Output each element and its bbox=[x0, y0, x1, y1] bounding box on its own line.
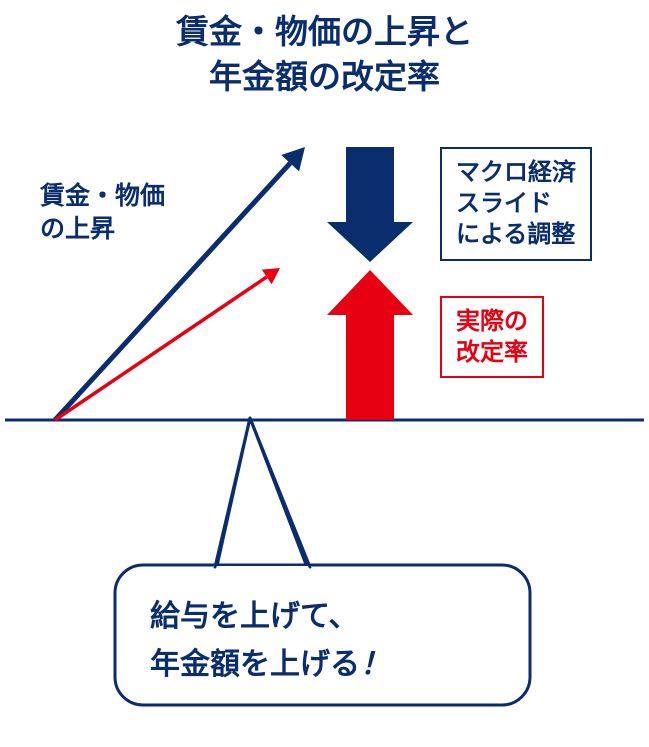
callout-text: 給与を上げて、 年金額を上げる！ bbox=[150, 593, 390, 689]
actual-line1: 実際の bbox=[456, 308, 528, 335]
callout-line1: 給与を上げて、 bbox=[150, 600, 359, 633]
actual-line2: 改定率 bbox=[456, 339, 528, 366]
macro-line3: による調整 bbox=[456, 221, 575, 248]
actual-arrow-head bbox=[262, 268, 280, 284]
actual-up-arrow bbox=[327, 270, 413, 420]
macro-slide-box: マクロ経済 スライド による調整 bbox=[440, 147, 592, 261]
title-line1: 賃金・物価の上昇と bbox=[176, 13, 473, 50]
wage-price-label: 賃金・物価 の上昇 bbox=[40, 180, 165, 245]
actual-rate-box: 実際の 改定率 bbox=[440, 296, 544, 378]
callout-join-mask bbox=[213, 566, 312, 573]
wage-label-line1: 賃金・物価 bbox=[40, 182, 165, 210]
callout-tail bbox=[215, 418, 310, 575]
macro-down-arrow bbox=[327, 147, 413, 262]
callout-exclaim: ！ bbox=[360, 648, 390, 681]
macro-line1: マクロ経済 bbox=[456, 159, 576, 186]
wage-label-line2: の上昇 bbox=[40, 215, 115, 243]
actual-arrow-line bbox=[55, 277, 267, 420]
title-line2: 年金額の改定率 bbox=[209, 58, 440, 95]
chart-title: 賃金・物価の上昇と 年金額の改定率 bbox=[0, 10, 649, 99]
macro-line2: スライド bbox=[456, 190, 552, 217]
callout-line2a: 年金額を上げる bbox=[150, 648, 360, 681]
